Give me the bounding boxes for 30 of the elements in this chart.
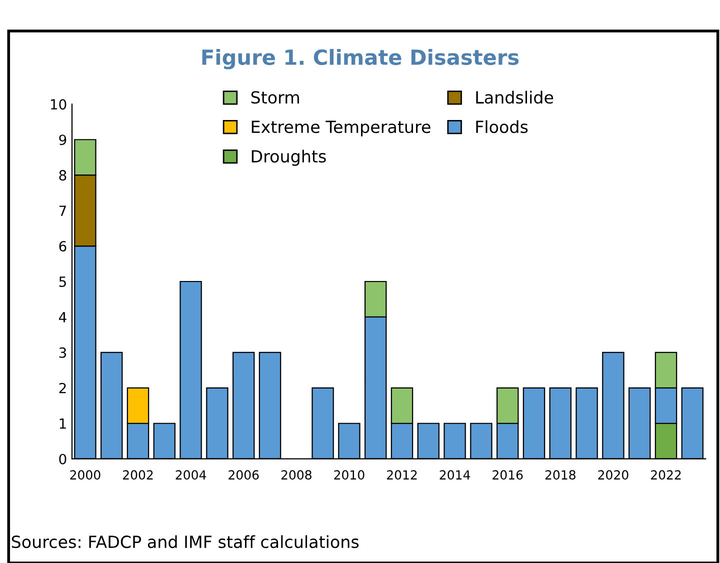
y-tick-label: 0	[59, 454, 66, 464]
legend-label: Floods	[476, 120, 528, 134]
y-tick-label: 9	[59, 134, 66, 146]
y-tick-label: 10	[50, 99, 66, 110]
x-tick-label: 2006	[228, 470, 259, 480]
x-tick-label: 2008	[281, 470, 312, 480]
legend-label: Landslide	[476, 90, 554, 104]
x-tick-label: 2018	[545, 470, 576, 480]
y-tick-label: 7	[59, 206, 66, 216]
x-tick-label: 2016	[492, 470, 523, 480]
x-tick-label: 2010	[334, 470, 364, 480]
chart-title: Figure 1. Climate Disasters	[202, 48, 519, 70]
legend-label: Droughts	[252, 150, 326, 166]
y-tick-label: 2	[59, 382, 66, 394]
y-tick-label: 5	[59, 276, 66, 287]
x-tick-label: 2020	[598, 470, 628, 480]
y-tick-label: 8	[59, 170, 66, 181]
x-tick-label: 2022	[651, 470, 681, 480]
y-tick-label: 4	[58, 312, 66, 322]
y-tick-label: 6	[59, 241, 66, 252]
legend-label: Storm	[251, 91, 299, 104]
legend-label: Extreme Temperature	[252, 120, 430, 136]
x-tick-label: 2012	[387, 470, 417, 480]
y-tick-label: 1	[60, 418, 66, 429]
x-tick-label: 2014	[440, 470, 470, 480]
x-tick-label: 2000	[70, 470, 100, 480]
x-tick-label: 2002	[123, 470, 153, 480]
x-tick-label: 2004	[176, 470, 206, 480]
y-tick-label: 3	[59, 347, 66, 358]
source-note: Sources: FADCP and IMF staff calculations	[12, 535, 359, 548]
